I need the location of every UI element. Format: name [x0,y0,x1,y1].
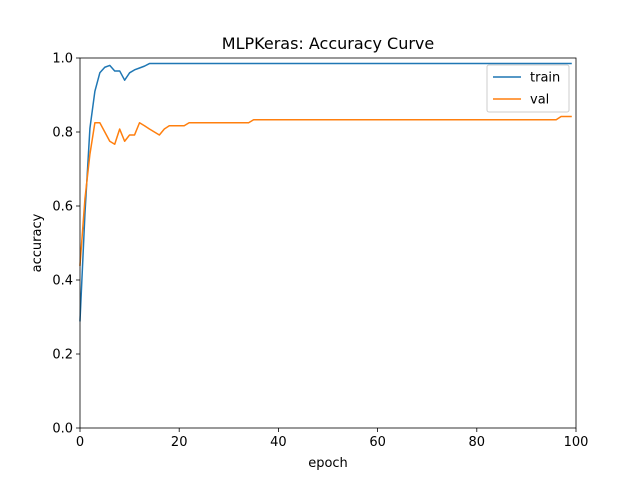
legend-label-val: val [530,93,549,108]
x-tick-label: 40 [270,435,287,450]
x-tick-label: 20 [171,435,188,450]
x-tick-label: 80 [469,435,486,450]
plot-area: 0 20 40 60 80 100 0.0 0.2 0.4 0.6 0.8 1.0 [52,52,588,451]
series-line-train [79,62,572,322]
x-tick-label: 0 [76,435,84,450]
series-line-val [79,115,572,267]
legend-label-train: train [530,71,560,86]
axes-frame [79,57,577,429]
x-tick-label: 100 [564,435,589,450]
y-tick-label: 0.6 [52,200,73,215]
y-tick-label: 0.8 [52,126,73,141]
x-tick-label: 60 [369,435,386,450]
y-tick-label: 0.4 [52,274,73,289]
y-tick-label: 1.0 [52,52,73,67]
y-tick-label: 0.0 [52,422,73,437]
legend: train val [486,64,570,113]
y-axis-label: accuracy [30,213,45,272]
y-tick-label: 0.2 [52,348,73,363]
x-axis-label: epoch [308,456,348,471]
chart-title: MLPKeras: Accuracy Curve [222,34,434,53]
